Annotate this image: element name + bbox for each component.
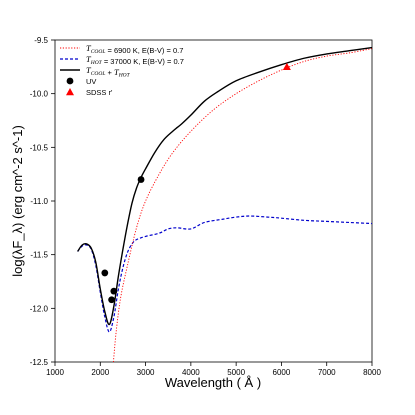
x-tick-label: 6000 xyxy=(273,368,291,377)
x-tick-label: 2000 xyxy=(91,368,109,377)
legend-label-2: TCOOL + THOT xyxy=(86,65,131,79)
y-tick-label: -10.5 xyxy=(30,143,49,152)
y-tick-label: -11.5 xyxy=(30,251,48,260)
series-line-2 xyxy=(77,46,373,326)
x-tick-label: 1000 xyxy=(46,368,64,377)
y-axis-label-group: log(λF_λ) (erg cm^-2 s^-1) xyxy=(10,125,25,277)
legend-label-0: TCOOL = 6900 K, E(B-V) = 0.7 xyxy=(86,43,183,55)
x-tick-label: 3000 xyxy=(137,368,155,377)
y-tick-label: -11.0 xyxy=(30,197,48,206)
legend-label-point-1: SDSS r' xyxy=(86,88,113,97)
series-line-1 xyxy=(77,215,373,333)
series-line-0 xyxy=(112,48,373,363)
legend-symbol: T xyxy=(114,67,120,77)
x-tick-label: 5000 xyxy=(227,368,245,377)
legend-subscript: COOL xyxy=(91,49,106,55)
legend-symbol: T xyxy=(86,65,92,75)
legend-symbol: T xyxy=(86,54,92,64)
x-tick-label: 8000 xyxy=(363,368,381,377)
sdss-point xyxy=(282,62,291,71)
x-axis-label: Wavelength ( Å ) xyxy=(165,375,261,390)
x-tick-label: 4000 xyxy=(182,368,200,377)
legend-text-part: = 37000 K, E(B-V) = 0.7 xyxy=(102,57,184,66)
x-tick-label: 7000 xyxy=(318,368,336,377)
y-tick-label: -9.5 xyxy=(34,36,48,45)
uv-point xyxy=(108,296,116,304)
points-layer xyxy=(101,62,291,304)
y-axis-label: log(λF_λ) (erg cm^-2 s^-1) xyxy=(10,125,25,277)
y-tick-label: -12.5 xyxy=(30,358,49,367)
y-axis: -9.5 -10.0 -10.5 -11.0 -11.5 -12.0 -12.5 xyxy=(30,36,55,367)
legend-text-part: + xyxy=(105,68,114,77)
legend-symbol: T xyxy=(86,43,92,53)
legend-subscript: HOT xyxy=(118,73,131,79)
y-tick-label: -12.0 xyxy=(30,304,49,313)
legend-marker-uv xyxy=(66,77,74,85)
legend-text-part: = 6900 K, E(B-V) = 0.7 xyxy=(105,46,183,55)
legend-label-point-0: UV xyxy=(86,77,96,86)
uv-point xyxy=(137,176,145,183)
legend-subscript: HOT xyxy=(90,60,103,66)
y-tick-label: -10.0 xyxy=(30,90,49,99)
uv-point xyxy=(101,269,109,277)
legend-marker-sdss xyxy=(66,88,74,96)
uv-point xyxy=(110,287,118,295)
series-layer xyxy=(77,46,373,363)
legend-label-1: THOT = 37000 K, E(B-V) = 0.7 xyxy=(86,54,184,66)
legend-subscript: COOL xyxy=(91,71,106,77)
x-axis: 1000 2000 3000 4000 5000 6000 7000 8000 xyxy=(46,362,381,377)
